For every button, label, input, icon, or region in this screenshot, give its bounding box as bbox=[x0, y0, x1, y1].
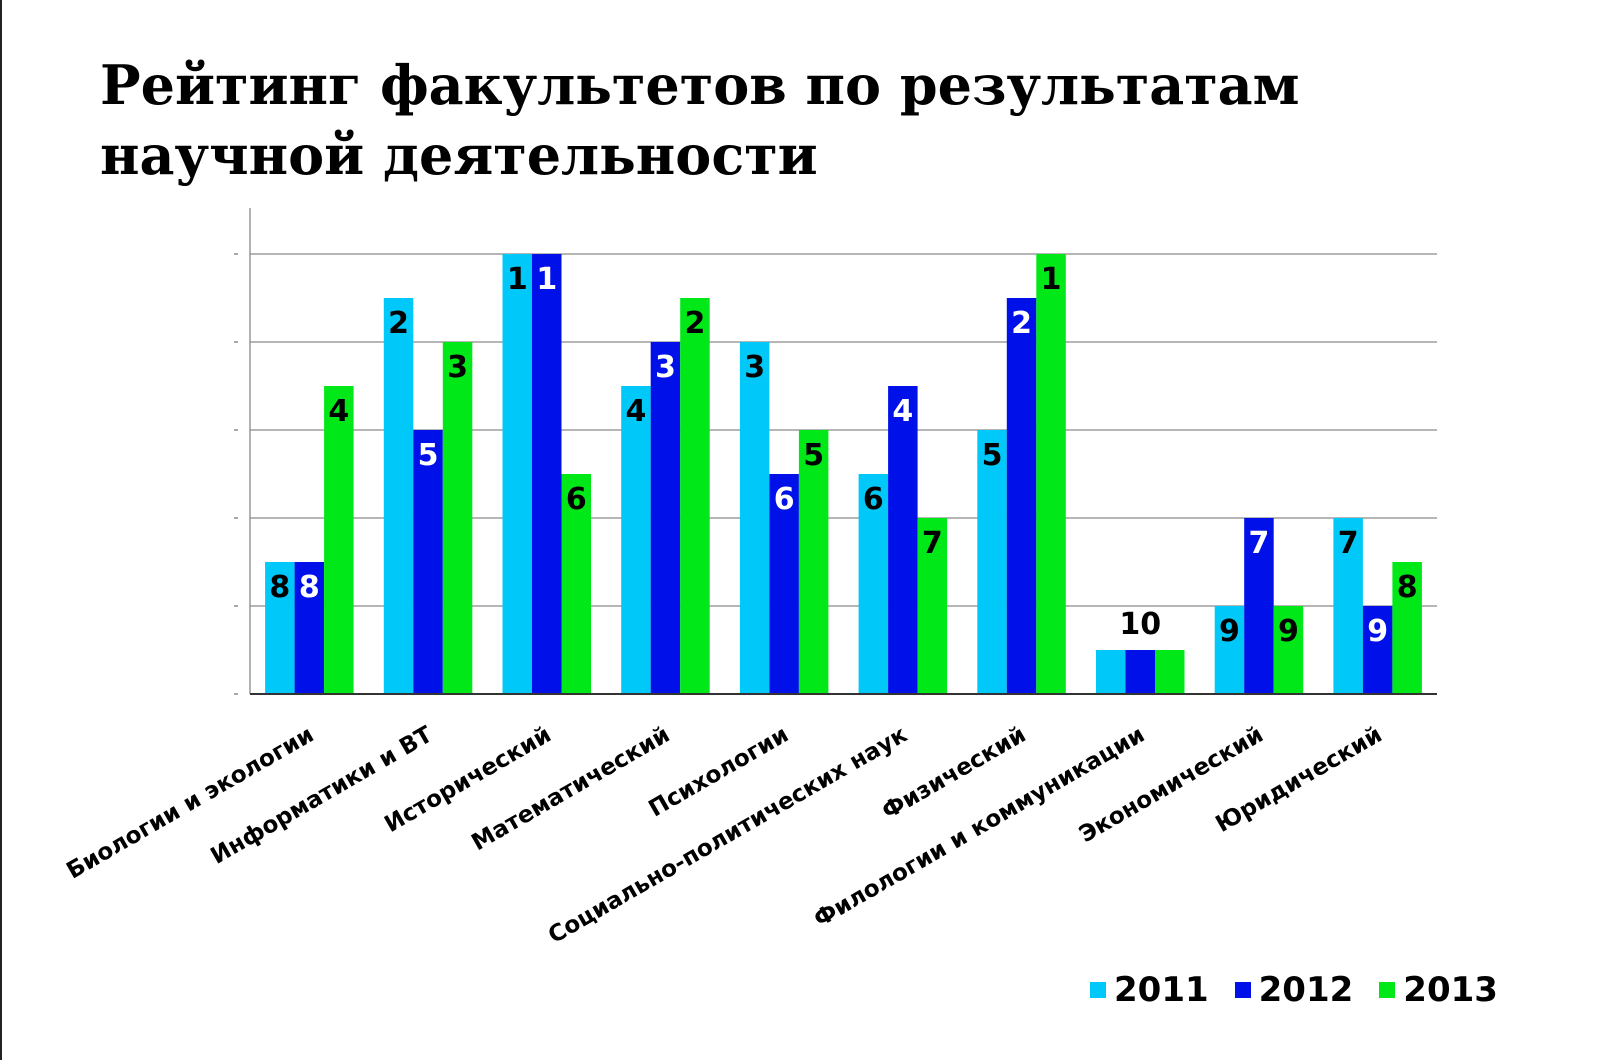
x-tick-label-1: Биологии и экологии bbox=[62, 722, 318, 885]
data-label-2012-2: 5 bbox=[418, 438, 439, 473]
legend-swatch-2013 bbox=[1379, 982, 1396, 998]
bar-2013-8 bbox=[1155, 650, 1185, 694]
title-line-2: научной деятельности bbox=[100, 123, 818, 187]
chart-legend: 2011 2012 2013 bbox=[1090, 970, 1498, 1010]
data-label-2011-4: 4 bbox=[626, 394, 647, 429]
data-label-2013-4: 2 bbox=[685, 306, 706, 341]
bar-2012-8 bbox=[1125, 650, 1155, 694]
bar-2012-4 bbox=[650, 342, 681, 694]
data-label-2011-5: 3 bbox=[744, 350, 765, 385]
data-label-2012-4: 3 bbox=[655, 350, 676, 385]
data-label-2011-6: 6 bbox=[863, 482, 884, 517]
bar-2012-1 bbox=[294, 562, 325, 694]
bar-2011-10 bbox=[1333, 518, 1363, 694]
legend-swatch-2012 bbox=[1234, 982, 1251, 998]
data-label-2012-10: 9 bbox=[1367, 614, 1388, 649]
legend-label-2013: 2013 bbox=[1403, 970, 1498, 1010]
data-label-2013-7: 1 bbox=[1041, 262, 1062, 297]
x-tick-label-2: Информатики и ВТ bbox=[207, 722, 438, 870]
legend-item-2012: 2012 bbox=[1234, 970, 1354, 1010]
legend-item-2013: 2013 bbox=[1379, 970, 1498, 1010]
legend-swatch-2011 bbox=[1090, 982, 1106, 998]
data-label-2011-3: 1 bbox=[507, 262, 528, 297]
data-label-2012-1: 8 bbox=[299, 570, 320, 605]
bar-2011-5 bbox=[739, 342, 770, 694]
data-label-2012-5: 6 bbox=[774, 482, 795, 517]
data-label-2012-3: 1 bbox=[536, 262, 557, 297]
bar-2011-2 bbox=[383, 298, 414, 694]
bar-2013-5 bbox=[798, 430, 829, 694]
data-label-2013-1: 4 bbox=[328, 394, 349, 429]
data-label-2013-10: 8 bbox=[1397, 570, 1418, 605]
data-label-2013-3: 6 bbox=[566, 482, 587, 517]
bar-2012-5 bbox=[769, 474, 799, 694]
bar-2013-1 bbox=[324, 386, 354, 694]
data-label-2011-1: 8 bbox=[269, 570, 290, 605]
data-label-2012-6: 4 bbox=[892, 394, 913, 429]
bar-2012-9 bbox=[1244, 518, 1274, 694]
bar-2011-7 bbox=[977, 430, 1007, 694]
bar-2013-3 bbox=[561, 474, 591, 694]
legend-label-2012: 2012 bbox=[1258, 970, 1354, 1010]
bar-2012-10 bbox=[1362, 606, 1393, 694]
data-label-2011-2: 2 bbox=[388, 306, 409, 341]
bar-2013-10 bbox=[1392, 562, 1422, 694]
data-label-2013-9: 9 bbox=[1278, 614, 1299, 649]
bar-2011-9 bbox=[1214, 606, 1245, 694]
legend-item-2011: 2011 bbox=[1090, 970, 1209, 1010]
bar-2012-3 bbox=[532, 254, 562, 694]
data-label-2011-9: 9 bbox=[1219, 614, 1240, 649]
bar-2012-7 bbox=[1006, 298, 1037, 694]
bar-2011-6 bbox=[858, 474, 889, 694]
data-label-2013-6: 7 bbox=[922, 526, 943, 561]
bar-2013-2 bbox=[442, 342, 473, 694]
bar-2013-7 bbox=[1036, 254, 1066, 694]
bar-2012-2 bbox=[413, 430, 443, 694]
left-border bbox=[0, 0, 2, 1060]
data-label-2012-7: 2 bbox=[1011, 306, 1032, 341]
page-title: Рейтинг факультетов по результатам научн… bbox=[100, 50, 1480, 190]
bar-2011-8 bbox=[1096, 650, 1126, 694]
bar-2011-3 bbox=[502, 254, 532, 694]
bar-2013-9 bbox=[1273, 606, 1304, 694]
title-line-1: Рейтинг факультетов по результатам bbox=[100, 53, 1300, 117]
bar-2013-4 bbox=[680, 298, 710, 694]
data-label-2013-2: 3 bbox=[447, 350, 468, 385]
legend-label-2011: 2011 bbox=[1114, 970, 1209, 1010]
data-label-2013-5: 5 bbox=[803, 438, 824, 473]
x-tick-label-4: Математический bbox=[467, 722, 674, 857]
bar-2011-1 bbox=[265, 562, 295, 694]
data-label-2011-7: 5 bbox=[982, 438, 1003, 473]
bar-2013-6 bbox=[917, 518, 948, 694]
data-label-shared-8: 10 bbox=[1119, 607, 1161, 642]
bar-2011-4 bbox=[621, 386, 651, 694]
data-label-2011-10: 7 bbox=[1338, 526, 1359, 561]
bar-2012-6 bbox=[888, 386, 918, 694]
data-label-2012-9: 7 bbox=[1249, 526, 1270, 561]
